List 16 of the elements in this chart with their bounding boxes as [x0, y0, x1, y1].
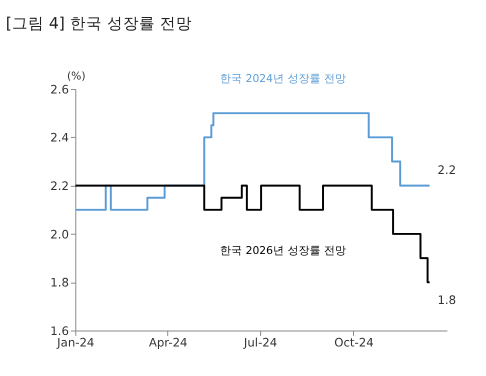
- y-tick-label: 2.2: [50, 179, 69, 194]
- text: 한국 2024년 성장률 전망: [220, 72, 346, 86]
- x-tick-label: Jul-24: [242, 336, 278, 350]
- x-tick-label: Apr-24: [148, 336, 188, 350]
- y-tick-label: 2.4: [50, 130, 69, 145]
- y-tick-label: 1.8: [50, 276, 69, 290]
- y-axis-title: (%): [66, 70, 86, 83]
- x-tick-label: Oct-24: [334, 336, 374, 350]
- annotation: 2.2: [437, 162, 456, 177]
- y-tick-label: 1.6: [50, 324, 69, 338]
- y-tick-label: 2.0: [50, 227, 69, 242]
- chart-title: [그림 4] 한국 성장률 전망: [6, 13, 192, 32]
- annotation: 1.8: [437, 292, 456, 307]
- x-tick-label: Jan-24: [56, 336, 94, 350]
- text: 한국 2026년 성장률 전망: [220, 244, 346, 257]
- y-tick-label: 2.6: [50, 82, 69, 96]
